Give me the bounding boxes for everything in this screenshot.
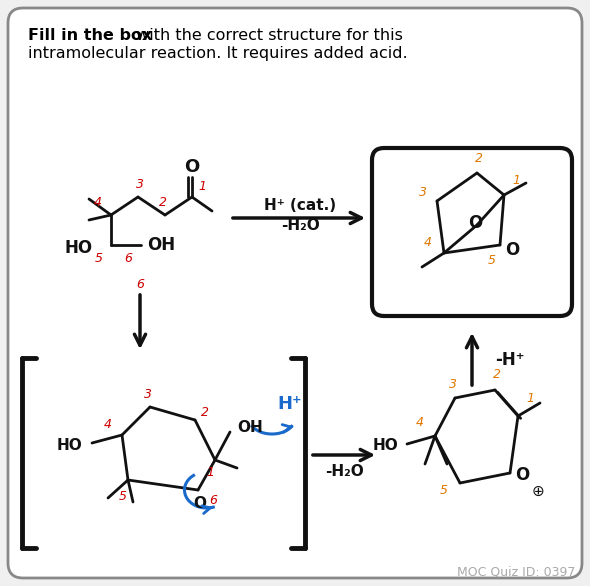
- Text: 5: 5: [440, 485, 448, 498]
- FancyBboxPatch shape: [372, 148, 572, 316]
- Text: 1: 1: [526, 393, 534, 406]
- Text: O: O: [515, 466, 529, 484]
- Text: 6: 6: [136, 278, 144, 291]
- Text: 4: 4: [94, 196, 102, 210]
- Text: 2: 2: [475, 152, 483, 165]
- Text: -H⁺: -H⁺: [495, 351, 525, 369]
- Text: 2: 2: [201, 406, 209, 418]
- Text: 3: 3: [449, 377, 457, 390]
- Text: HO: HO: [372, 438, 398, 454]
- Text: 3: 3: [419, 186, 427, 199]
- Text: 1: 1: [512, 173, 520, 186]
- Text: 6: 6: [209, 493, 217, 506]
- Text: intramolecular reaction. It requires added acid.: intramolecular reaction. It requires add…: [28, 46, 408, 61]
- Text: H⁺: H⁺: [278, 395, 302, 413]
- Text: 2: 2: [159, 196, 167, 210]
- Text: O: O: [194, 496, 206, 510]
- Text: 5: 5: [488, 254, 496, 267]
- FancyBboxPatch shape: [8, 8, 582, 578]
- Text: 2: 2: [493, 369, 501, 381]
- Text: -H₂O: -H₂O: [281, 217, 319, 233]
- Text: H⁺ (cat.): H⁺ (cat.): [264, 197, 336, 213]
- Text: with the correct structure for this: with the correct structure for this: [131, 28, 403, 43]
- Text: O: O: [184, 158, 199, 176]
- Text: 3: 3: [144, 387, 152, 400]
- Text: 1: 1: [206, 466, 214, 479]
- Text: MOC Quiz ID: 0397: MOC Quiz ID: 0397: [457, 565, 575, 578]
- Text: 3: 3: [136, 178, 144, 190]
- Text: HO: HO: [65, 239, 93, 257]
- Text: 5: 5: [95, 253, 103, 265]
- Text: 4: 4: [104, 418, 112, 431]
- Text: OH: OH: [147, 236, 175, 254]
- Text: O: O: [468, 214, 482, 232]
- Text: 6: 6: [124, 253, 132, 265]
- Text: ⊕: ⊕: [532, 483, 545, 499]
- Text: HO: HO: [56, 438, 82, 452]
- Text: -H₂O: -H₂O: [324, 465, 363, 479]
- Text: 1: 1: [198, 180, 206, 193]
- Text: Fill in the box: Fill in the box: [28, 28, 152, 43]
- Text: O: O: [505, 241, 519, 259]
- Text: 4: 4: [416, 415, 424, 428]
- Text: 4: 4: [424, 237, 432, 250]
- Text: 5: 5: [119, 490, 127, 503]
- Text: OH: OH: [237, 420, 263, 434]
